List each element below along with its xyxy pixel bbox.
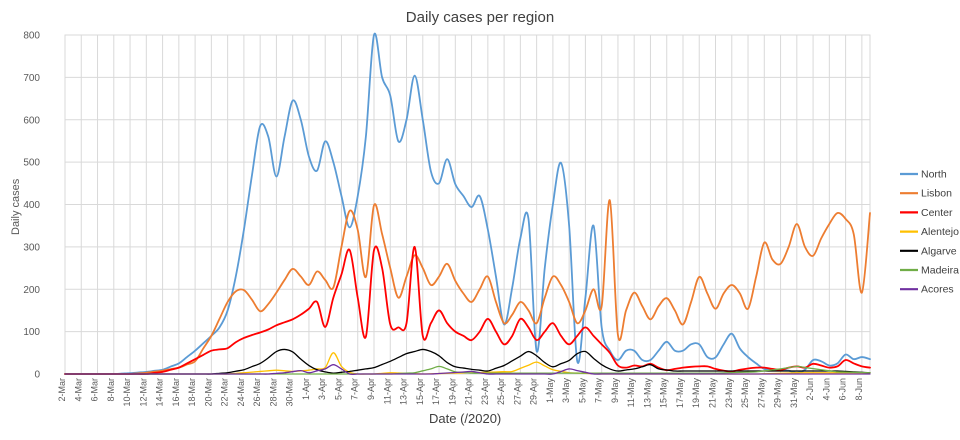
svg-text:Madeira: Madeira bbox=[921, 265, 959, 277]
svg-text:24-Mar: 24-Mar bbox=[236, 378, 246, 407]
svg-text:15-Apr: 15-Apr bbox=[415, 378, 425, 405]
svg-text:300: 300 bbox=[23, 242, 40, 253]
svg-text:17-May: 17-May bbox=[675, 378, 685, 409]
svg-text:22-Mar: 22-Mar bbox=[220, 378, 230, 407]
svg-text:19-Apr: 19-Apr bbox=[447, 378, 457, 405]
svg-text:29-Apr: 29-Apr bbox=[529, 378, 539, 405]
svg-text:Center: Center bbox=[921, 207, 953, 219]
svg-text:0: 0 bbox=[34, 370, 40, 381]
svg-text:Lisbon: Lisbon bbox=[921, 188, 952, 200]
svg-text:11-May: 11-May bbox=[626, 378, 636, 408]
svg-text:18-Mar: 18-Mar bbox=[187, 378, 197, 407]
svg-text:20-Mar: 20-Mar bbox=[203, 378, 213, 407]
svg-text:27-May: 27-May bbox=[756, 378, 766, 409]
svg-text:North: North bbox=[921, 169, 947, 181]
svg-text:29-May: 29-May bbox=[773, 378, 783, 409]
svg-text:25-May: 25-May bbox=[740, 378, 750, 409]
svg-text:16-Mar: 16-Mar bbox=[171, 378, 181, 407]
svg-text:14-Mar: 14-Mar bbox=[155, 378, 165, 407]
svg-text:2-Jun: 2-Jun bbox=[805, 378, 815, 401]
svg-text:800: 800 bbox=[23, 31, 40, 42]
svg-text:Alentejo: Alentejo bbox=[921, 226, 959, 238]
svg-text:Algarve: Algarve bbox=[921, 245, 957, 257]
svg-text:4-Jun: 4-Jun bbox=[821, 378, 831, 401]
svg-text:3-May: 3-May bbox=[561, 378, 571, 404]
svg-text:31-May: 31-May bbox=[789, 378, 799, 409]
svg-text:23-Apr: 23-Apr bbox=[480, 378, 490, 405]
svg-text:30-Mar: 30-Mar bbox=[285, 378, 295, 407]
svg-text:21-May: 21-May bbox=[708, 378, 718, 409]
svg-text:1-May: 1-May bbox=[545, 378, 555, 404]
svg-text:400: 400 bbox=[23, 200, 40, 211]
svg-text:9-Apr: 9-Apr bbox=[366, 378, 376, 400]
svg-text:9-May: 9-May bbox=[610, 378, 620, 404]
svg-text:6-Mar: 6-Mar bbox=[90, 378, 100, 402]
svg-text:6-Jun: 6-Jun bbox=[838, 378, 848, 401]
svg-text:Acores: Acores bbox=[921, 284, 954, 296]
svg-text:13-May: 13-May bbox=[642, 378, 652, 409]
svg-text:28-Mar: 28-Mar bbox=[268, 378, 278, 407]
svg-text:12-Mar: 12-Mar bbox=[138, 378, 148, 407]
svg-text:600: 600 bbox=[23, 115, 40, 126]
svg-text:25-Apr: 25-Apr bbox=[496, 378, 506, 405]
svg-text:10-Mar: 10-Mar bbox=[122, 378, 132, 407]
svg-text:100: 100 bbox=[23, 327, 40, 338]
svg-text:4-Mar: 4-Mar bbox=[73, 378, 83, 402]
svg-text:26-Mar: 26-Mar bbox=[252, 378, 262, 407]
svg-text:200: 200 bbox=[23, 285, 40, 296]
svg-text:5-May: 5-May bbox=[577, 378, 587, 404]
svg-text:8-Mar: 8-Mar bbox=[106, 378, 116, 402]
svg-text:15-May: 15-May bbox=[659, 378, 669, 409]
svg-text:8-Jun: 8-Jun bbox=[854, 378, 864, 401]
svg-text:27-Apr: 27-Apr bbox=[512, 378, 522, 405]
svg-text:700: 700 bbox=[23, 73, 40, 84]
svg-text:23-May: 23-May bbox=[724, 378, 734, 409]
svg-text:2-Mar: 2-Mar bbox=[57, 378, 67, 402]
svg-text:3-Apr: 3-Apr bbox=[317, 378, 327, 400]
svg-text:7-May: 7-May bbox=[594, 378, 604, 404]
svg-text:11-Apr: 11-Apr bbox=[382, 378, 392, 404]
svg-text:7-Apr: 7-Apr bbox=[350, 378, 360, 400]
svg-text:13-Apr: 13-Apr bbox=[399, 378, 409, 405]
svg-text:500: 500 bbox=[23, 158, 40, 169]
svg-text:1-Apr: 1-Apr bbox=[301, 378, 311, 400]
svg-text:21-Apr: 21-Apr bbox=[464, 378, 474, 405]
svg-text:5-Apr: 5-Apr bbox=[333, 378, 343, 400]
svg-text:17-Apr: 17-Apr bbox=[431, 378, 441, 405]
svg-text:19-May: 19-May bbox=[691, 378, 701, 409]
